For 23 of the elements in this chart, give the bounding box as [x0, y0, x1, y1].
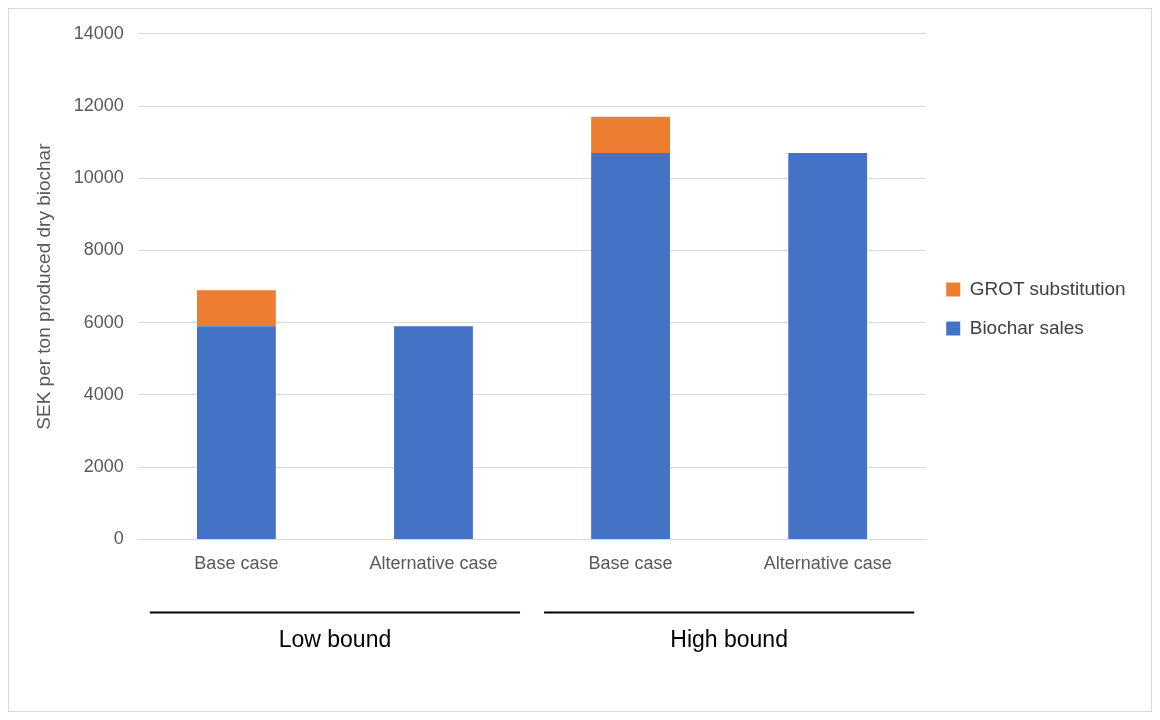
legend-label: Biochar sales	[969, 316, 1084, 338]
bar	[196, 326, 276, 539]
bar	[591, 152, 670, 539]
bar	[394, 326, 473, 539]
y-tick-label: 2000	[83, 456, 124, 477]
bar	[196, 290, 276, 327]
y-tick-label: 8000	[83, 239, 124, 260]
y-axis-title: SEK per ton produced dry biochar	[32, 142, 54, 430]
bar	[788, 152, 868, 539]
y-tick-label: 12000	[73, 95, 124, 115]
legend-label: GROT substitution	[969, 277, 1126, 299]
x-tick-label: Base case	[194, 553, 279, 574]
y-tick-label: 6000	[83, 311, 124, 332]
x-tick-label: Base case	[588, 553, 673, 574]
y-tick-label: 14000	[73, 22, 124, 43]
x-tick-label: Alternative case	[763, 553, 892, 574]
y-tick-label: 4000	[83, 383, 124, 404]
text: Low bound	[278, 625, 392, 652]
x-tick-label: Alternative case	[369, 553, 498, 574]
text: High bound	[670, 625, 788, 652]
bar	[591, 116, 670, 153]
y-tick-label: 10000	[73, 167, 124, 188]
y-tick-label: 0	[113, 528, 124, 549]
